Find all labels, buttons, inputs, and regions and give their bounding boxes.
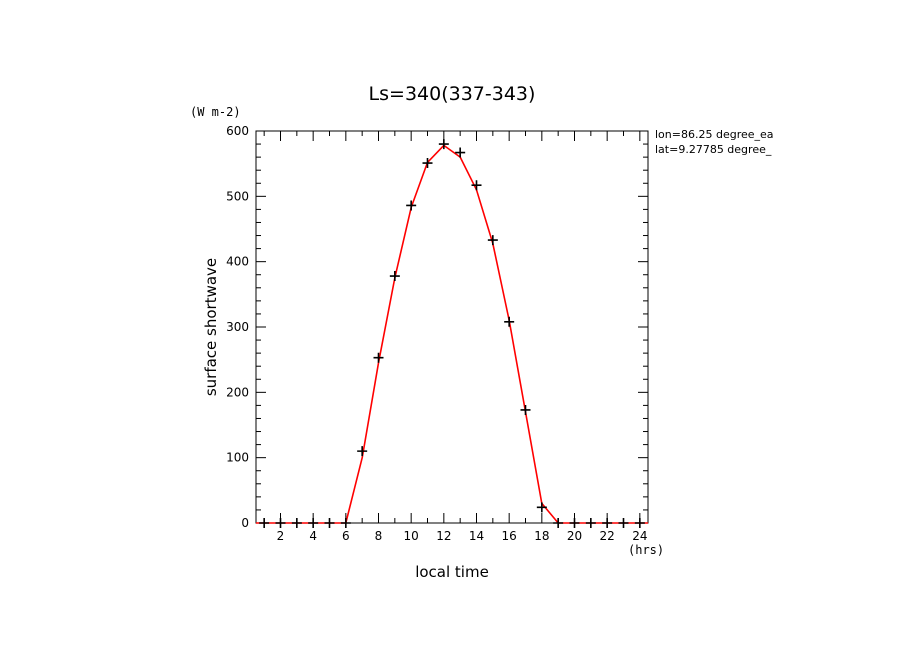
- y-tick-label: 600: [226, 124, 249, 138]
- x-tick-label: 18: [534, 529, 549, 543]
- data-point-marker: [602, 518, 613, 528]
- data-point-marker: [487, 235, 498, 246]
- x-tick-label: 20: [567, 529, 582, 543]
- data-point-marker: [536, 502, 547, 513]
- data-point-marker: [340, 518, 351, 528]
- data-point-marker: [634, 518, 645, 528]
- data-point-marker: [471, 180, 482, 191]
- data-point-marker: [308, 518, 319, 528]
- x-tick-label: 6: [342, 529, 350, 543]
- data-point-marker: [324, 518, 335, 528]
- x-axis-label: local time: [415, 563, 489, 581]
- x-tick-label: 16: [502, 529, 517, 543]
- data-point-marker: [259, 518, 270, 528]
- data-point-marker: [520, 404, 531, 415]
- data-point-marker: [504, 316, 515, 327]
- x-tick-label: 2: [277, 529, 285, 543]
- data-point-marker: [569, 518, 580, 528]
- y-tick-label: 500: [226, 189, 249, 203]
- data-point-marker: [275, 518, 286, 528]
- data-point-marker: [618, 518, 629, 528]
- y-tick-label: 200: [226, 385, 249, 399]
- series-line: [256, 144, 648, 524]
- x-tick-label: 8: [375, 529, 383, 543]
- chart-title: Ls=340(337-343): [369, 83, 536, 105]
- x-tick-label: 10: [404, 529, 419, 543]
- annotation-lat: lat=9.27785 degree_: [655, 143, 772, 156]
- y-tick-label: 0: [241, 516, 249, 530]
- x-tick-label: 24: [632, 529, 647, 543]
- data-point-marker: [422, 158, 433, 169]
- data-point-marker: [438, 139, 449, 150]
- data-point-marker: [291, 518, 302, 528]
- data-point-marker: [389, 271, 400, 282]
- x-tick-label: 12: [436, 529, 451, 543]
- annotation-lon: lon=86.25 degree_ea: [655, 128, 774, 141]
- x-tick-label: 22: [600, 529, 615, 543]
- x-tick-label: 4: [309, 529, 317, 543]
- data-point-marker: [553, 518, 564, 528]
- data-point-marker: [455, 147, 466, 158]
- y-unit-label: (W m-2): [190, 105, 241, 119]
- x-tick-label: 14: [469, 529, 484, 543]
- x-unit-label: (hrs): [628, 543, 664, 557]
- plot-frame: [255, 130, 649, 524]
- data-point-marker: [585, 518, 596, 528]
- y-tick-label: 300: [226, 320, 249, 334]
- data-point-marker: [406, 200, 417, 211]
- y-tick-label: 100: [226, 451, 249, 465]
- data-point-marker: [357, 446, 368, 457]
- y-tick-label: 400: [226, 255, 249, 269]
- y-axis-label: surface shortwave: [202, 258, 220, 396]
- data-point-marker: [373, 352, 384, 363]
